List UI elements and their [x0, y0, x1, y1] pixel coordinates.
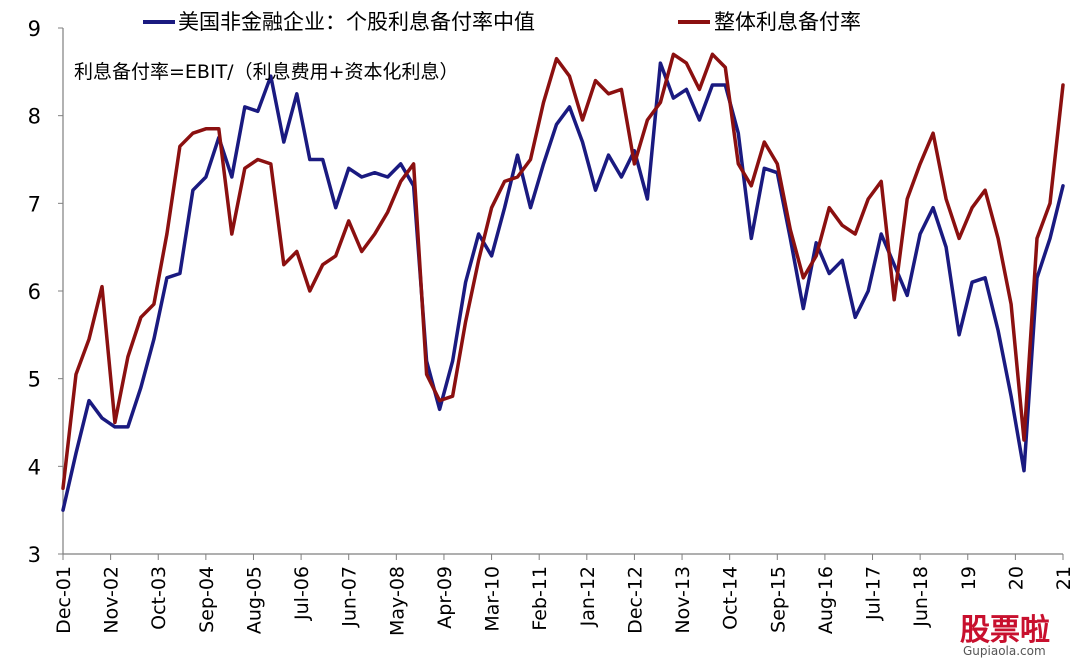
x-tick-label: Dec-01 — [53, 566, 75, 634]
y-tick-label: 8 — [28, 105, 41, 129]
x-tick-label: May-08 — [386, 566, 408, 636]
x-tick-label: Feb-11 — [529, 566, 551, 631]
legend-label-overall: 整体利息备付率 — [714, 10, 861, 34]
watermark-logo: 股票啦 Gupiaola.com — [960, 613, 1050, 658]
x-tick-label: Jul-06 — [291, 566, 313, 621]
x-tick-label: Jul-17 — [863, 566, 885, 621]
x-tick-label: Jan-12 — [577, 566, 599, 627]
x-tick-label: Oct-14 — [720, 566, 742, 630]
x-tick-label: Mar-10 — [482, 566, 504, 632]
y-tick-label: 5 — [28, 368, 41, 392]
formula-annotation: 利息备付率=EBIT/（利息费用+资本化利息） — [74, 61, 459, 83]
y-tick-label: 4 — [28, 455, 41, 479]
watermark-url: Gupiaola.com — [963, 644, 1046, 658]
x-tick-label: Aug-16 — [815, 566, 837, 634]
y-axis-ticks: 3 4 5 6 7 8 9 — [28, 17, 63, 567]
x-tick-label: Jun-18 — [910, 566, 932, 628]
x-tick-label: 21 — [1053, 566, 1075, 590]
x-tick-label: Jun-07 — [339, 566, 361, 628]
x-tick-label: 20 — [1005, 566, 1027, 590]
series-line-overall — [61, 52, 1065, 491]
x-tick-label: Aug-05 — [243, 566, 265, 634]
x-tick-label: Sep-04 — [196, 566, 218, 633]
x-axis-ticks: Dec-01 Nov-02 Oct-03 Sep-04 Aug-05 Jul-06 Jun-… — [53, 554, 1075, 636]
y-tick-label: 7 — [28, 192, 41, 216]
x-tick-label: Apr-09 — [434, 566, 456, 629]
y-tick-label: 6 — [28, 280, 41, 304]
x-tick-label: Oct-03 — [148, 566, 170, 630]
watermark-logo-text: 股票啦 — [960, 613, 1050, 648]
y-tick-label: 9 — [28, 17, 41, 41]
x-tick-label: Dec-12 — [624, 566, 646, 634]
y-tick-label: 3 — [28, 543, 41, 567]
series-lines — [61, 52, 1065, 512]
x-tick-label: Sep-15 — [767, 566, 789, 633]
legend-label-median: 美国非金融企业：个股利息备付率中值 — [178, 10, 535, 34]
x-tick-label: Nov-13 — [672, 566, 694, 634]
legend: 美国非金融企业：个股利息备付率中值 整体利息备付率 — [143, 10, 861, 34]
x-tick-label: Nov-02 — [101, 566, 123, 634]
axes — [62, 28, 1063, 555]
x-tick-label: 19 — [958, 566, 980, 590]
